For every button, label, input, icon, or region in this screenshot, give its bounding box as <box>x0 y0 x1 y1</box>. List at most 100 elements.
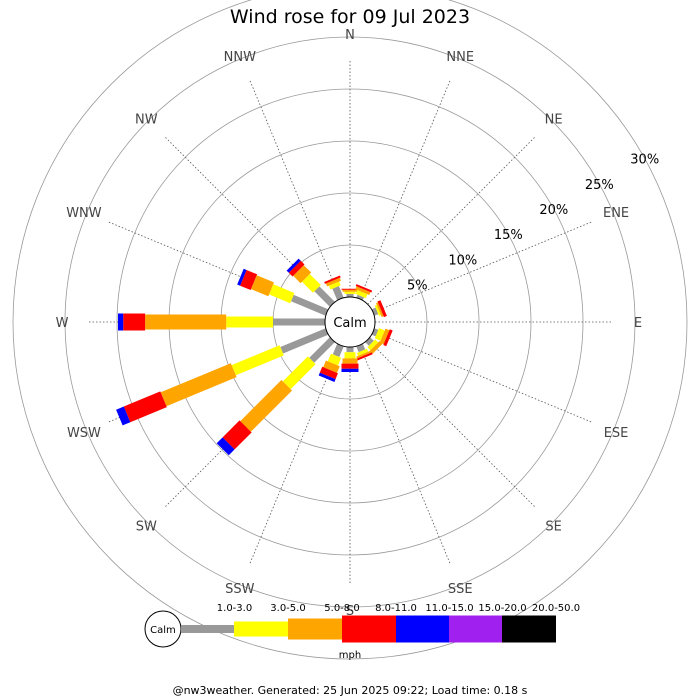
legend: Calm 1.0-3.0 3.0-5.0 5.0-8.0 8.0-11.0 11.0-15… <box>144 603 580 661</box>
bar-sw-11.0-15.0 <box>216 437 235 456</box>
bar-ssw-11.0-15.0 <box>318 372 336 382</box>
direction-label-nnw: NNW <box>224 50 256 65</box>
bar-nw-5.0-8.0 <box>293 265 312 284</box>
bar-sw-8.0-11.0 <box>222 420 252 450</box>
spoke-sse <box>359 344 451 565</box>
bar-se-5.0-8.0 <box>369 341 383 355</box>
legend-swatch-15.0-20.0 <box>449 615 502 643</box>
bar-ssw-8.0-11.0 <box>319 366 338 380</box>
percent-label-25: 25% <box>585 178 614 193</box>
grid-ring <box>64 36 636 608</box>
bar-ese-8.0-11.0 <box>383 329 393 347</box>
radial-percent-labels: 5% 10% 15% 20% 25% 30% <box>407 153 659 294</box>
chart-title: Wind rose for 09 Jul 2023 <box>230 6 470 28</box>
bar-wnw-3.0-5.0 <box>269 284 295 304</box>
direction-label-wsw: WSW <box>67 426 101 441</box>
bar-n-3.0-5.0 <box>344 291 356 294</box>
bar-sse-3.0-5.0 <box>356 348 369 356</box>
spoke-ene <box>372 221 593 313</box>
bar-n-5.0-8.0 <box>342 289 358 292</box>
bar-nne-1.0-3.0 <box>356 294 364 301</box>
bar-wnw-1.0-3.0 <box>291 294 329 316</box>
legend-label-8.0-11.0: 8.0-11.0 <box>375 603 417 614</box>
direction-label-ssw: SSW <box>225 582 255 597</box>
bar-s-3.0-5.0 <box>344 352 356 359</box>
bar-sw-1.0-3.0 <box>309 337 335 363</box>
legend-calm-label: Calm <box>150 625 176 636</box>
grid-ring <box>12 0 688 660</box>
bar-nnw-3.0-5.0 <box>329 281 341 290</box>
wind-bars <box>116 258 393 456</box>
bar-w-3.0-5.0 <box>226 316 273 328</box>
calm-circle <box>324 296 376 348</box>
bar-ssw-1.0-3.0 <box>332 343 344 357</box>
legend-swatch-5.0-8.0 <box>288 618 342 640</box>
bar-n-8.0-11.0 <box>341 288 359 290</box>
direction-label-wnw: WNW <box>66 206 102 221</box>
legend-label-20.0-50.0: 20.0-50.0 <box>532 603 580 614</box>
percent-label-20: 20% <box>539 203 568 218</box>
percent-label-10: 10% <box>448 253 477 268</box>
legend-label-11.0-15.0: 11.0-15.0 <box>425 603 473 614</box>
bar-wnw-8.0-11.0 <box>240 270 258 290</box>
bar-s-5.0-8.0 <box>342 358 358 364</box>
footer-text: @nw3weather. Generated: 25 Jun 2025 09:2… <box>173 684 528 697</box>
legend-swatch-11.0-15.0 <box>396 615 449 643</box>
spoke-ese <box>372 331 593 423</box>
spoke-ne <box>367 136 536 305</box>
bar-se-3.0-5.0 <box>367 339 379 351</box>
direction-label-ese: ESE <box>604 426 629 441</box>
legend-label-15.0-20.0: 15.0-20.0 <box>478 603 526 614</box>
direction-label-ene: ENE <box>603 206 629 221</box>
legend-label-1.0-3.0: 1.0-3.0 <box>217 603 252 614</box>
bar-sse-8.0-11.0 <box>356 352 373 361</box>
bar-w-1.0-3.0 <box>273 318 325 326</box>
bar-w-5.0-8.0 <box>145 314 227 330</box>
legend-label-3.0-5.0: 3.0-5.0 <box>270 603 305 614</box>
bar-se-1.0-3.0 <box>365 337 374 346</box>
bar-nne-3.0-5.0 <box>355 290 368 299</box>
bar-sw-5.0-8.0 <box>240 380 292 432</box>
bar-wnw-11.0-15.0 <box>237 268 247 286</box>
bar-wsw-11.0-15.0 <box>116 406 131 426</box>
bar-nw-8.0-11.0 <box>288 260 305 277</box>
direction-label-sw: SW <box>136 520 157 535</box>
direction-label-ne: NE <box>545 112 563 127</box>
direction-label-se: SE <box>545 520 561 535</box>
bar-ese-1.0-3.0 <box>371 328 379 337</box>
bar-nnw-5.0-8.0 <box>325 277 341 287</box>
spoke-se <box>367 339 536 508</box>
legend-swatch-8.0-11.0 <box>342 615 396 643</box>
legend-swatch-3.0-5.0 <box>234 621 288 637</box>
bar-nnw-8.0-11.0 <box>324 275 341 284</box>
bar-ene-1.0-3.0 <box>371 307 379 316</box>
bar-w-8.0-11.0 <box>123 313 146 331</box>
bar-wsw-1.0-3.0 <box>280 328 329 354</box>
bar-sw-3.0-5.0 <box>282 356 316 390</box>
percent-label-15: 15% <box>494 228 523 243</box>
spoke-nne <box>359 79 451 300</box>
bar-wsw-8.0-11.0 <box>123 391 167 423</box>
bar-ene-3.0-5.0 <box>374 305 381 316</box>
direction-label-w: W <box>56 316 69 331</box>
direction-label-n: N <box>345 28 355 43</box>
bar-ssw-5.0-8.0 <box>323 360 340 373</box>
bar-ene-8.0-11.0 <box>377 300 387 318</box>
legend-swatch-20.0-50.0 <box>502 615 556 643</box>
direction-label-s: S <box>346 604 354 619</box>
bar-ese-5.0-8.0 <box>379 328 390 345</box>
bar-s-1.0-3.0 <box>346 347 354 353</box>
bar-w-11.0-15.0 <box>118 313 124 331</box>
direction-label-e: E <box>634 316 642 331</box>
bar-s-11.0-15.0 <box>341 368 359 372</box>
spoke-nnw <box>249 79 341 300</box>
bar-wsw-3.0-5.0 <box>231 345 284 376</box>
bar-nw-3.0-5.0 <box>302 274 321 293</box>
bar-n-1.0-3.0 <box>346 293 354 297</box>
legend-swatch-1.0-3.0 <box>181 625 234 633</box>
bar-sse-5.0-8.0 <box>356 350 371 359</box>
bar-ese-3.0-5.0 <box>374 328 385 341</box>
calm-center: Calm <box>324 296 376 348</box>
bar-nw-1.0-3.0 <box>314 286 335 307</box>
